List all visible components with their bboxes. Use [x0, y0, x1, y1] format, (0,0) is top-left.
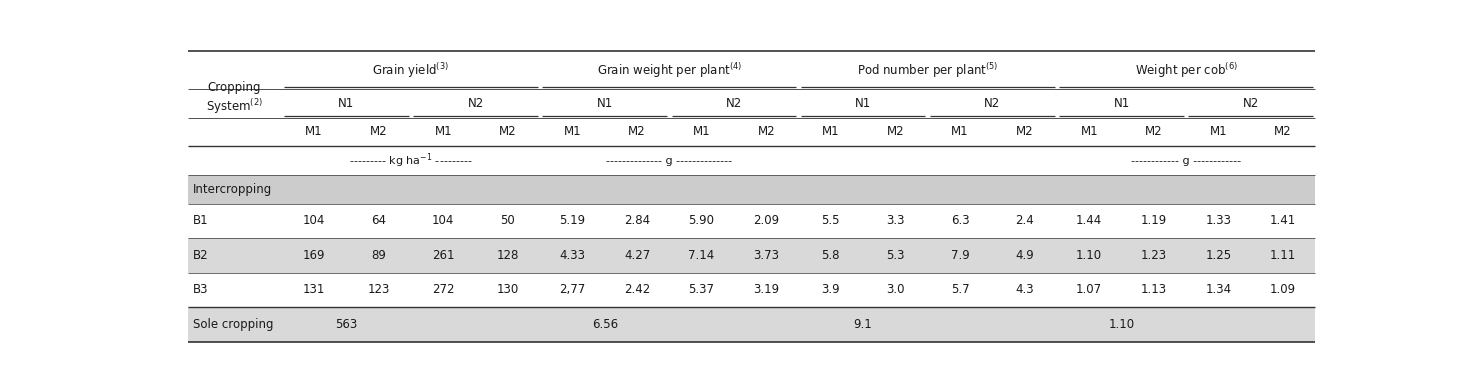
Text: M1: M1: [305, 125, 324, 138]
Text: 1.10: 1.10: [1076, 249, 1102, 262]
Text: M1: M1: [692, 125, 710, 138]
Text: 3.9: 3.9: [821, 284, 840, 296]
Text: 6.3: 6.3: [950, 214, 969, 227]
Text: N2: N2: [984, 97, 1000, 110]
Text: N2: N2: [467, 97, 483, 110]
Text: Intercropping: Intercropping: [193, 183, 272, 196]
Text: 50: 50: [501, 214, 515, 227]
Text: 1.41: 1.41: [1269, 214, 1296, 227]
Text: N1: N1: [1114, 97, 1130, 110]
Text: 3.19: 3.19: [752, 284, 779, 296]
Text: 64: 64: [370, 214, 386, 227]
Text: B1: B1: [193, 214, 209, 227]
Bar: [187, 146, 1315, 175]
Text: 5.8: 5.8: [821, 249, 840, 262]
Text: 169: 169: [303, 249, 325, 262]
Text: ------------ g ------------: ------------ g ------------: [1132, 156, 1241, 166]
Text: M2: M2: [887, 125, 905, 138]
Text: 1.13: 1.13: [1140, 284, 1167, 296]
Text: M2: M2: [370, 125, 388, 138]
Text: 1.07: 1.07: [1076, 284, 1102, 296]
Text: 7.9: 7.9: [950, 249, 969, 262]
Text: Sole cropping: Sole cropping: [193, 318, 274, 331]
Text: 5.19: 5.19: [559, 214, 586, 227]
Text: N1: N1: [597, 97, 613, 110]
Text: 5.5: 5.5: [821, 214, 840, 227]
Text: N1: N1: [855, 97, 871, 110]
Text: 1.09: 1.09: [1269, 284, 1296, 296]
Text: N2: N2: [1243, 97, 1259, 110]
Bar: [187, 89, 1315, 118]
Text: M1: M1: [821, 125, 840, 138]
Text: M2: M2: [499, 125, 517, 138]
Text: 2.42: 2.42: [624, 284, 650, 296]
Text: 5.3: 5.3: [886, 249, 905, 262]
Text: M2: M2: [628, 125, 646, 138]
Text: 1.34: 1.34: [1205, 284, 1231, 296]
Bar: [187, 238, 1315, 273]
Text: N2: N2: [726, 97, 742, 110]
Text: M1: M1: [564, 125, 581, 138]
Text: Weight per cob$^{(6)}$: Weight per cob$^{(6)}$: [1135, 61, 1237, 80]
Text: 4.33: 4.33: [559, 249, 586, 262]
Text: 2,77: 2,77: [559, 284, 586, 296]
Text: Grain yield$^{(3)}$: Grain yield$^{(3)}$: [372, 61, 449, 80]
Text: 3.3: 3.3: [886, 214, 905, 227]
Text: Pod number per plant$^{(5)}$: Pod number per plant$^{(5)}$: [856, 61, 998, 80]
Text: M1: M1: [1209, 125, 1227, 138]
Text: 2.84: 2.84: [624, 214, 650, 227]
Bar: [187, 307, 1315, 342]
Text: 104: 104: [303, 214, 325, 227]
Text: 2.4: 2.4: [1015, 214, 1034, 227]
Text: 104: 104: [432, 214, 454, 227]
Text: M1: M1: [435, 125, 452, 138]
Text: 1.25: 1.25: [1205, 249, 1231, 262]
Text: M1: M1: [952, 125, 969, 138]
Bar: [187, 203, 1315, 238]
Bar: [187, 118, 1315, 146]
Text: 1.23: 1.23: [1140, 249, 1167, 262]
Text: B2: B2: [193, 249, 209, 262]
Text: -------------- g --------------: -------------- g --------------: [606, 156, 732, 166]
Text: 89: 89: [372, 249, 386, 262]
Text: 563: 563: [335, 318, 357, 331]
Text: 1.19: 1.19: [1140, 214, 1167, 227]
Bar: [187, 175, 1315, 203]
Text: B3: B3: [193, 284, 209, 296]
Text: M2: M2: [1145, 125, 1162, 138]
Text: 5.7: 5.7: [950, 284, 969, 296]
Text: 130: 130: [496, 284, 518, 296]
Text: 4.27: 4.27: [624, 249, 650, 262]
Text: Cropping
System$^{(2)}$: Cropping System$^{(2)}$: [206, 81, 264, 116]
Text: M2: M2: [1274, 125, 1291, 138]
Text: 1.44: 1.44: [1076, 214, 1102, 227]
Text: 131: 131: [303, 284, 325, 296]
Text: M2: M2: [757, 125, 774, 138]
Text: M2: M2: [1016, 125, 1034, 138]
Text: 7.14: 7.14: [688, 249, 714, 262]
Text: 1.33: 1.33: [1205, 214, 1231, 227]
Text: --------- kg ha$^{-1}$ ---------: --------- kg ha$^{-1}$ ---------: [348, 151, 473, 170]
Text: 261: 261: [432, 249, 454, 262]
Text: 5.90: 5.90: [688, 214, 714, 227]
Text: 4.3: 4.3: [1016, 284, 1034, 296]
Text: Grain weight per plant$^{(4)}$: Grain weight per plant$^{(4)}$: [597, 61, 742, 80]
Text: N1: N1: [338, 97, 354, 110]
Text: 3.0: 3.0: [886, 284, 905, 296]
Text: 272: 272: [432, 284, 454, 296]
Text: 6.56: 6.56: [591, 318, 618, 331]
Text: 9.1: 9.1: [854, 318, 873, 331]
Bar: [187, 51, 1315, 89]
Text: 2.09: 2.09: [752, 214, 779, 227]
Text: 3.73: 3.73: [752, 249, 779, 262]
Text: 128: 128: [496, 249, 520, 262]
Text: 1.10: 1.10: [1108, 318, 1135, 331]
Text: 5.37: 5.37: [688, 284, 714, 296]
Bar: [187, 273, 1315, 307]
Text: 123: 123: [367, 284, 389, 296]
Text: 1.11: 1.11: [1269, 249, 1296, 262]
Text: M1: M1: [1080, 125, 1098, 138]
Text: 4.9: 4.9: [1015, 249, 1034, 262]
